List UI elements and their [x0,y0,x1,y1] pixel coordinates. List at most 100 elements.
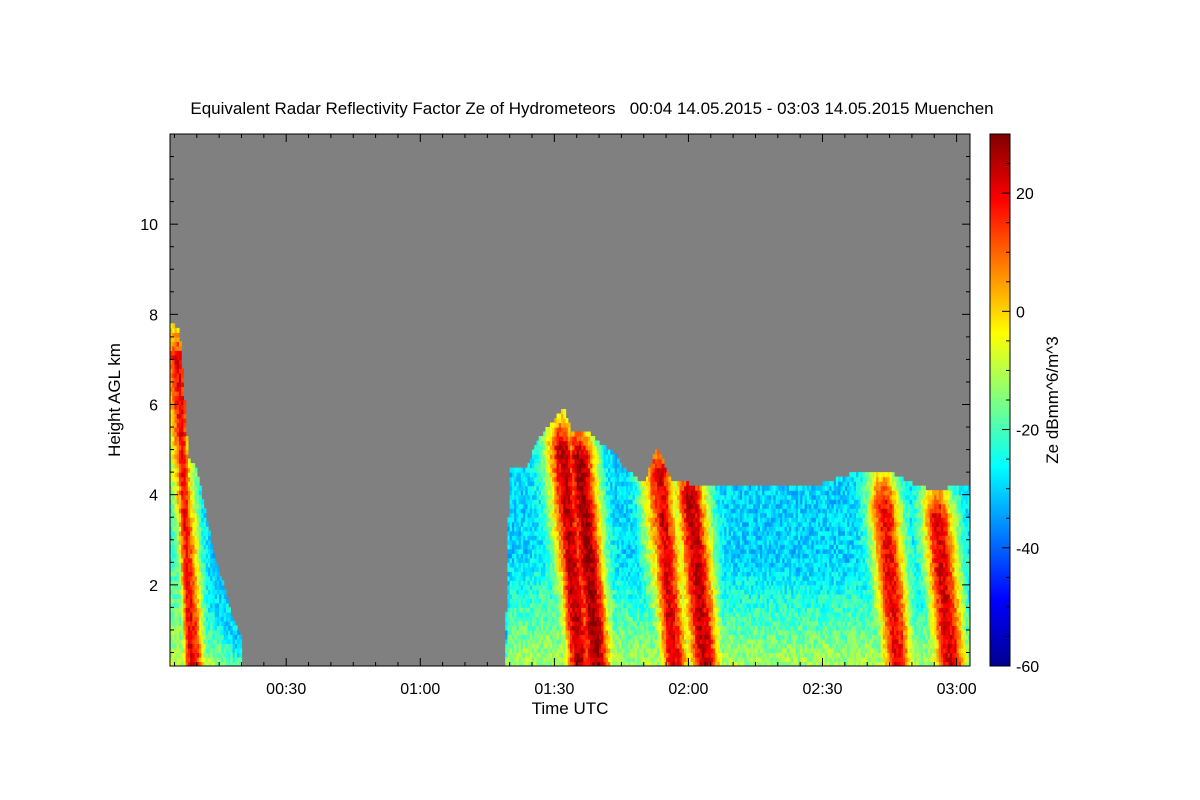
heatmap-cell [511,611,515,618]
heatmap-cell [585,548,589,554]
heatmap-cell [529,661,533,666]
heatmap-cell [578,535,582,541]
heatmap-cell [670,625,674,631]
heatmap-cell [590,643,593,649]
heatmap-cell [554,584,558,590]
heatmap-cell [536,476,540,482]
heatmap-cell [581,508,585,514]
heatmap-cell [679,557,683,563]
heatmap-cell [194,521,198,527]
heatmap-cell [511,620,515,627]
heatmap-cell [203,539,207,545]
heatmap-cell [630,562,634,568]
heatmap-cell [659,544,663,550]
heatmap-cell [183,607,187,613]
heatmap-cell [563,409,567,415]
heatmap-cell [657,566,660,572]
heatmap-cell [641,629,645,636]
heatmap-cell [570,503,573,509]
heatmap-cell [185,647,189,654]
heatmap-cell [563,620,567,627]
heatmap-cell [529,535,533,541]
heatmap-cell [199,607,202,613]
heatmap-cell [172,436,176,442]
heatmap-cell [679,535,683,541]
heatmap-cell [199,643,202,649]
heatmap-cell [520,539,524,545]
heatmap-cell [607,476,611,482]
heatmap-cell [538,638,542,645]
heatmap-cell [637,481,640,487]
heatmap-cell [599,553,602,559]
heatmap-cell [523,494,526,500]
heatmap-cell [514,553,517,559]
heatmap-cell [172,508,176,514]
heatmap-cell [567,440,571,446]
heatmap-cell [210,638,214,645]
heatmap-cell [594,661,598,666]
heatmap-cell [625,607,629,613]
heatmap-cell [216,611,220,618]
heatmap-cell [657,485,660,491]
heatmap-cell [523,548,526,554]
heatmap-cell [565,535,569,541]
heatmap-cell [540,584,544,590]
heatmap-cell [525,517,529,523]
heatmap-cell [552,521,555,527]
heatmap-cell [652,557,656,563]
heatmap-cell [648,652,652,658]
heatmap-cell [659,521,663,527]
heatmap-cell [621,521,625,527]
heatmap-cell [681,652,685,658]
heatmap-cell [556,562,560,568]
heatmap-cell [616,544,620,550]
heatmap-cell [514,661,517,666]
heatmap-cell [543,625,547,631]
heatmap-cell [610,539,614,545]
heatmap-cell [212,580,216,586]
heatmap-cell [585,436,589,442]
heatmap-cell [509,602,513,608]
heatmap-cell [587,544,591,550]
heatmap-cell [594,530,598,536]
heatmap-cell [183,575,187,581]
heatmap-cell [652,607,656,613]
heatmap-cell [610,652,614,658]
heatmap-cell [556,625,560,631]
heatmap-cell [677,661,681,666]
heatmap-cell [574,598,578,604]
heatmap-cell [525,535,529,541]
heatmap-cell [666,530,669,536]
heatmap-cell [232,661,236,666]
heatmap-cell [587,638,591,645]
heatmap-cell [194,629,198,636]
heatmap-cell [223,638,227,645]
heatmap-cell [632,616,636,622]
heatmap-cell [536,625,540,631]
heatmap-cell [549,553,553,559]
heatmap-cell [612,616,616,622]
heatmap-cell [532,539,535,545]
heatmap-cell [547,476,551,482]
heatmap-cell [675,647,678,654]
heatmap-cell [516,512,520,518]
heatmap-cell [621,634,625,640]
heatmap-cell [686,562,690,568]
heatmap-cell [172,593,176,599]
heatmap-cell [543,544,547,550]
heatmap-cell [172,345,176,352]
heatmap-cell [178,440,182,446]
heatmap-cell [516,580,520,586]
heatmap-cell [201,499,205,505]
heatmap-cell [563,427,567,433]
heatmap-cell [610,454,614,460]
heatmap-cell [549,467,553,473]
heatmap-cell [592,490,596,496]
heatmap-cell [585,539,589,545]
heatmap-cell [558,476,562,482]
heatmap-cell [670,503,674,509]
heatmap-cell [657,499,660,505]
heatmap-cell [661,476,665,482]
heatmap-cell [592,566,596,572]
heatmap-cell [607,481,611,487]
